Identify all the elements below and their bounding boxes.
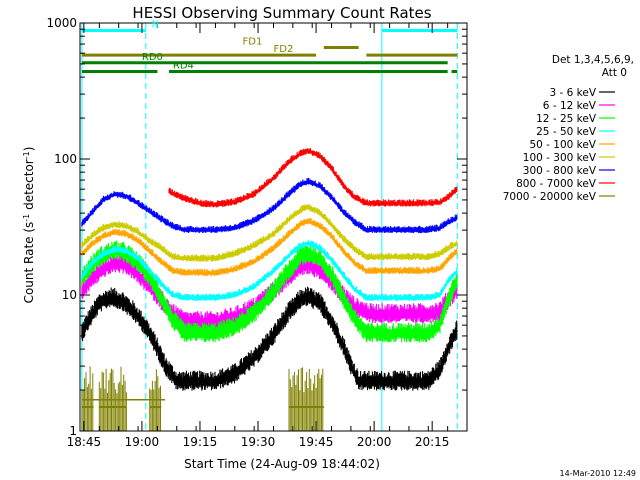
- plot-area: [81, 23, 458, 431]
- x-tick-label-3: 19:30: [241, 435, 276, 449]
- series-layer: [81, 148, 458, 431]
- attenuator-range-2: [149, 369, 161, 431]
- y-tick-label-0: 1: [69, 424, 77, 438]
- x-axis-label: Start Time (24-Aug-09 18:44:02): [184, 457, 380, 471]
- flag-label-n: N: [152, 20, 159, 31]
- flag-bars: [81, 29, 458, 73]
- series-line-5: [81, 206, 458, 260]
- chart-title: HESSI Observing Summary Count Rates: [132, 4, 431, 22]
- attenuator-range-3: [288, 367, 324, 431]
- y-tick-label-3: 1000: [46, 16, 77, 30]
- time-markers: [81, 23, 458, 431]
- series-0: [81, 286, 458, 391]
- flag-label-rd0: RD0: [142, 52, 163, 63]
- series-line-6: [81, 181, 458, 231]
- legend-entry-1: 6 - 12 keV: [543, 100, 597, 112]
- flag-bar-labels: N FD1 FD2 RD0 RD4: [142, 20, 293, 72]
- y-tick-labels: 1 10 100 1000: [46, 16, 77, 438]
- attenuator-range-1: [98, 366, 127, 431]
- series-line-4: [81, 220, 458, 274]
- legend-entry-0: 3 - 6 keV: [549, 87, 596, 99]
- series-line-0: [81, 296, 458, 383]
- series-4: [81, 218, 458, 276]
- series-5: [81, 204, 458, 262]
- x-tick-labels: 18:45 19:00 19:15 19:30 19:45 20:00 20:15: [67, 435, 450, 449]
- legend-header-line-2: Att 0: [602, 67, 627, 79]
- flag-label-fd1: FD1: [243, 37, 263, 48]
- series-line-2: [81, 250, 458, 335]
- date-stamp: 14-Mar-2010 12:49: [560, 469, 637, 478]
- legend-entry-3: 25 - 50 keV: [536, 126, 597, 138]
- legend-entry-2: 12 - 25 keV: [536, 113, 597, 125]
- x-tick-label-4: 19:45: [299, 435, 334, 449]
- series-trace-7: [168, 148, 458, 208]
- y-tick-label-2: 100: [54, 152, 77, 166]
- flag-label-fd2: FD2: [274, 44, 294, 55]
- y-tick-label-1: 10: [62, 288, 77, 302]
- attenuator-flag: [81, 366, 324, 431]
- legend-entry-8: 7000 - 20000 keV: [503, 191, 597, 203]
- legend-header-line-1: Det 1,3,4,5,6,9,: [552, 54, 634, 66]
- legend-entry-5: 100 - 300 keV: [523, 152, 597, 164]
- x-tick-label-0: 18:45: [67, 435, 102, 449]
- series-7: [168, 148, 458, 208]
- x-tick-label-2: 19:15: [183, 435, 218, 449]
- legend-entry-6: 300 - 800 keV: [523, 165, 597, 177]
- series-6: [81, 177, 458, 234]
- y-axis-label: Count Rate (s-1 detector-1): [22, 147, 36, 304]
- x-tick-label-6: 20:15: [415, 435, 450, 449]
- series-3: [81, 239, 458, 302]
- x-tick-label-5: 20:00: [357, 435, 392, 449]
- x-tick-label-1: 19:00: [125, 435, 160, 449]
- legend-entry-4: 50 - 100 keV: [529, 139, 596, 151]
- flag-label-rd4: RD4: [173, 60, 194, 71]
- series-line-3: [81, 242, 458, 299]
- legend-entry-7: 800 - 7000 keV: [516, 178, 597, 190]
- series-line-7: [168, 149, 458, 206]
- axis-ticks: [79, 22, 468, 432]
